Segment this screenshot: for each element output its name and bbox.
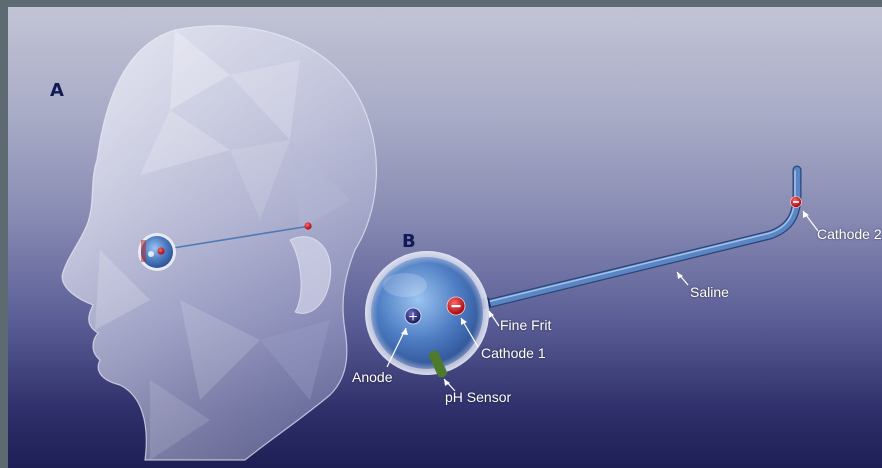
head-model: [61, 25, 378, 461]
leader-lines: [386, 210, 819, 392]
panel-b-label: B: [402, 231, 416, 252]
frame-border-left: [0, 0, 8, 468]
implant-in-head: [138, 222, 312, 271]
panel-a-label: A: [50, 80, 64, 101]
ph-sensor-label: pH Sensor: [445, 389, 512, 405]
anode-electrode: +: [404, 307, 422, 325]
frame-border-top: [0, 0, 882, 7]
cathode-1-electrode: [446, 296, 466, 316]
cathode-2-electrode: [790, 196, 802, 208]
cathode-2-miniature: [304, 222, 312, 230]
saline-tube: [482, 165, 802, 309]
anode-label: Anode: [352, 369, 393, 385]
cathode-1-label: Cathode 1: [481, 345, 546, 361]
svg-text:+: +: [408, 310, 418, 324]
saline-label: Saline: [690, 284, 729, 300]
ph-sensor: [429, 350, 447, 378]
cathode-2-label: Cathode 2: [817, 226, 882, 242]
electrode-sphere: [365, 251, 489, 375]
fine-frit-label: Fine Frit: [500, 317, 552, 333]
